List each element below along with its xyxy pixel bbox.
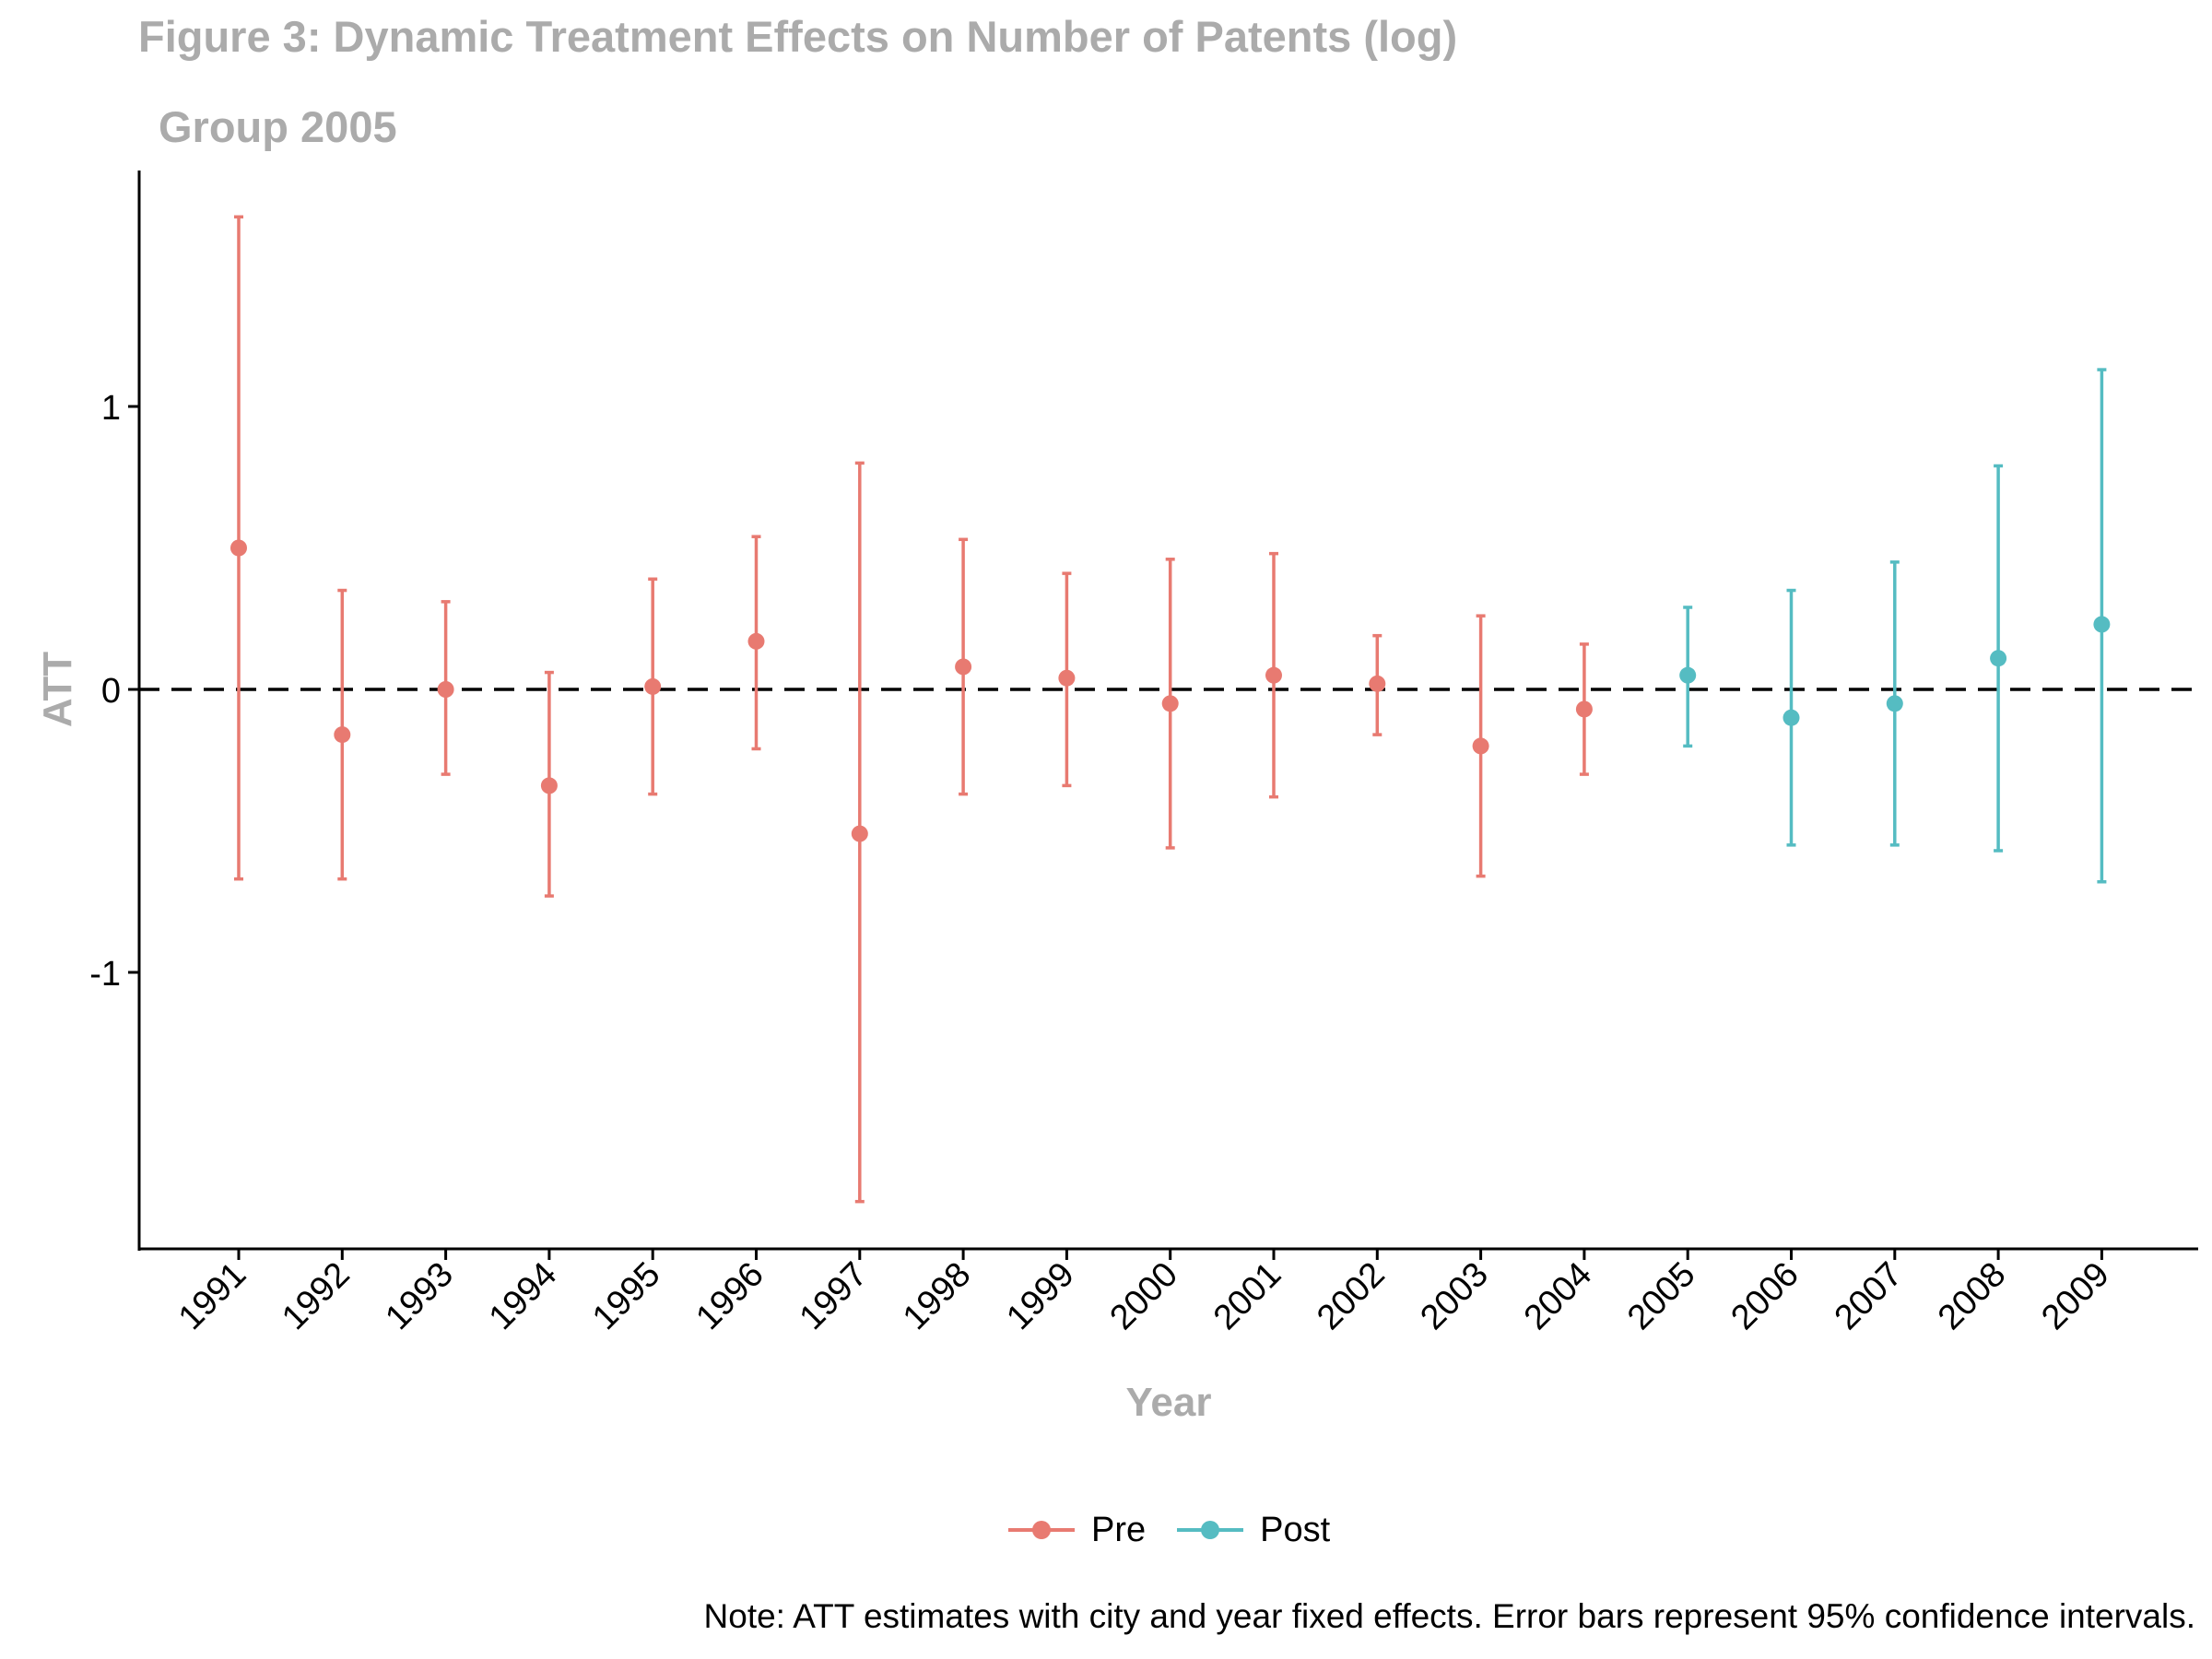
point-pre-1997 [851,825,868,842]
x-tick-label: 2008 [1931,1255,2013,1337]
y-tick-label: 1 [101,389,121,428]
point-pre-1994 [540,777,558,794]
point-pre-1996 [747,632,765,650]
chart-title: Figure 3: Dynamic Treatment Effects on N… [138,12,1458,61]
x-tick-label: 2007 [1828,1255,1910,1337]
point-pre-1999 [1058,669,1076,687]
x-tick-label: 1996 [688,1255,771,1337]
legend-item-pre: Pre [1005,1502,1146,1558]
point-pre-1991 [230,539,247,557]
point-pre-2004 [1575,700,1593,718]
legend-label-post: Post [1260,1510,1331,1549]
x-tick-label: 2003 [1413,1255,1495,1337]
point-pre-1998 [955,658,972,676]
point-post-2006 [1783,709,1800,726]
x-tick-label: 1992 [275,1255,357,1337]
point-pre-1993 [437,681,454,698]
chart-subtitle: Group 2005 [159,102,397,151]
legend-key-post [1173,1502,1247,1558]
point-pre-2000 [1161,695,1179,712]
point-post-2005 [1679,666,1697,684]
y-tick-label: 0 [101,672,121,711]
x-tick-label: 1991 [171,1255,253,1337]
x-tick-label: 1999 [999,1255,1081,1337]
legend-label-pre: Pre [1091,1510,1147,1549]
x-tick-label: 2002 [1310,1255,1392,1337]
chart-note: Note: ATT estimates with city and year f… [703,1597,2195,1635]
x-tick-label: 2005 [1620,1255,1702,1337]
point-pre-2002 [1369,675,1386,692]
legend: Pre Post [1005,1502,1358,1558]
x-tick-label: 1998 [896,1255,978,1337]
legend-key-pre [1005,1502,1078,1558]
x-tick-label: 1993 [378,1255,460,1337]
point-post-2007 [1886,695,1903,712]
x-tick-label: 2000 [1103,1255,1185,1337]
point-post-2008 [1990,650,2007,667]
point-pre-2003 [1472,737,1489,755]
x-axis-title: Year [1126,1380,1212,1425]
point-pre-1995 [644,677,662,695]
x-tick-label: 1997 [793,1255,875,1337]
y-tick-label: -1 [89,955,121,994]
x-tick-label: 2001 [1206,1255,1288,1337]
x-tick-label: 2009 [2034,1255,2116,1337]
point-post-2009 [2093,616,2111,633]
x-tick-label: 2004 [1517,1255,1599,1337]
legend-dot-post [1201,1521,1220,1539]
x-tick-label: 1994 [482,1255,564,1337]
y-axis-title: ATT [35,652,80,727]
point-pre-2001 [1265,666,1282,684]
legend-dot-pre [1032,1521,1051,1539]
x-tick-label: 1995 [585,1255,667,1337]
x-tick-label: 2006 [1724,1255,1806,1337]
point-pre-1992 [334,726,351,744]
legend-item-post: Post [1173,1502,1330,1558]
